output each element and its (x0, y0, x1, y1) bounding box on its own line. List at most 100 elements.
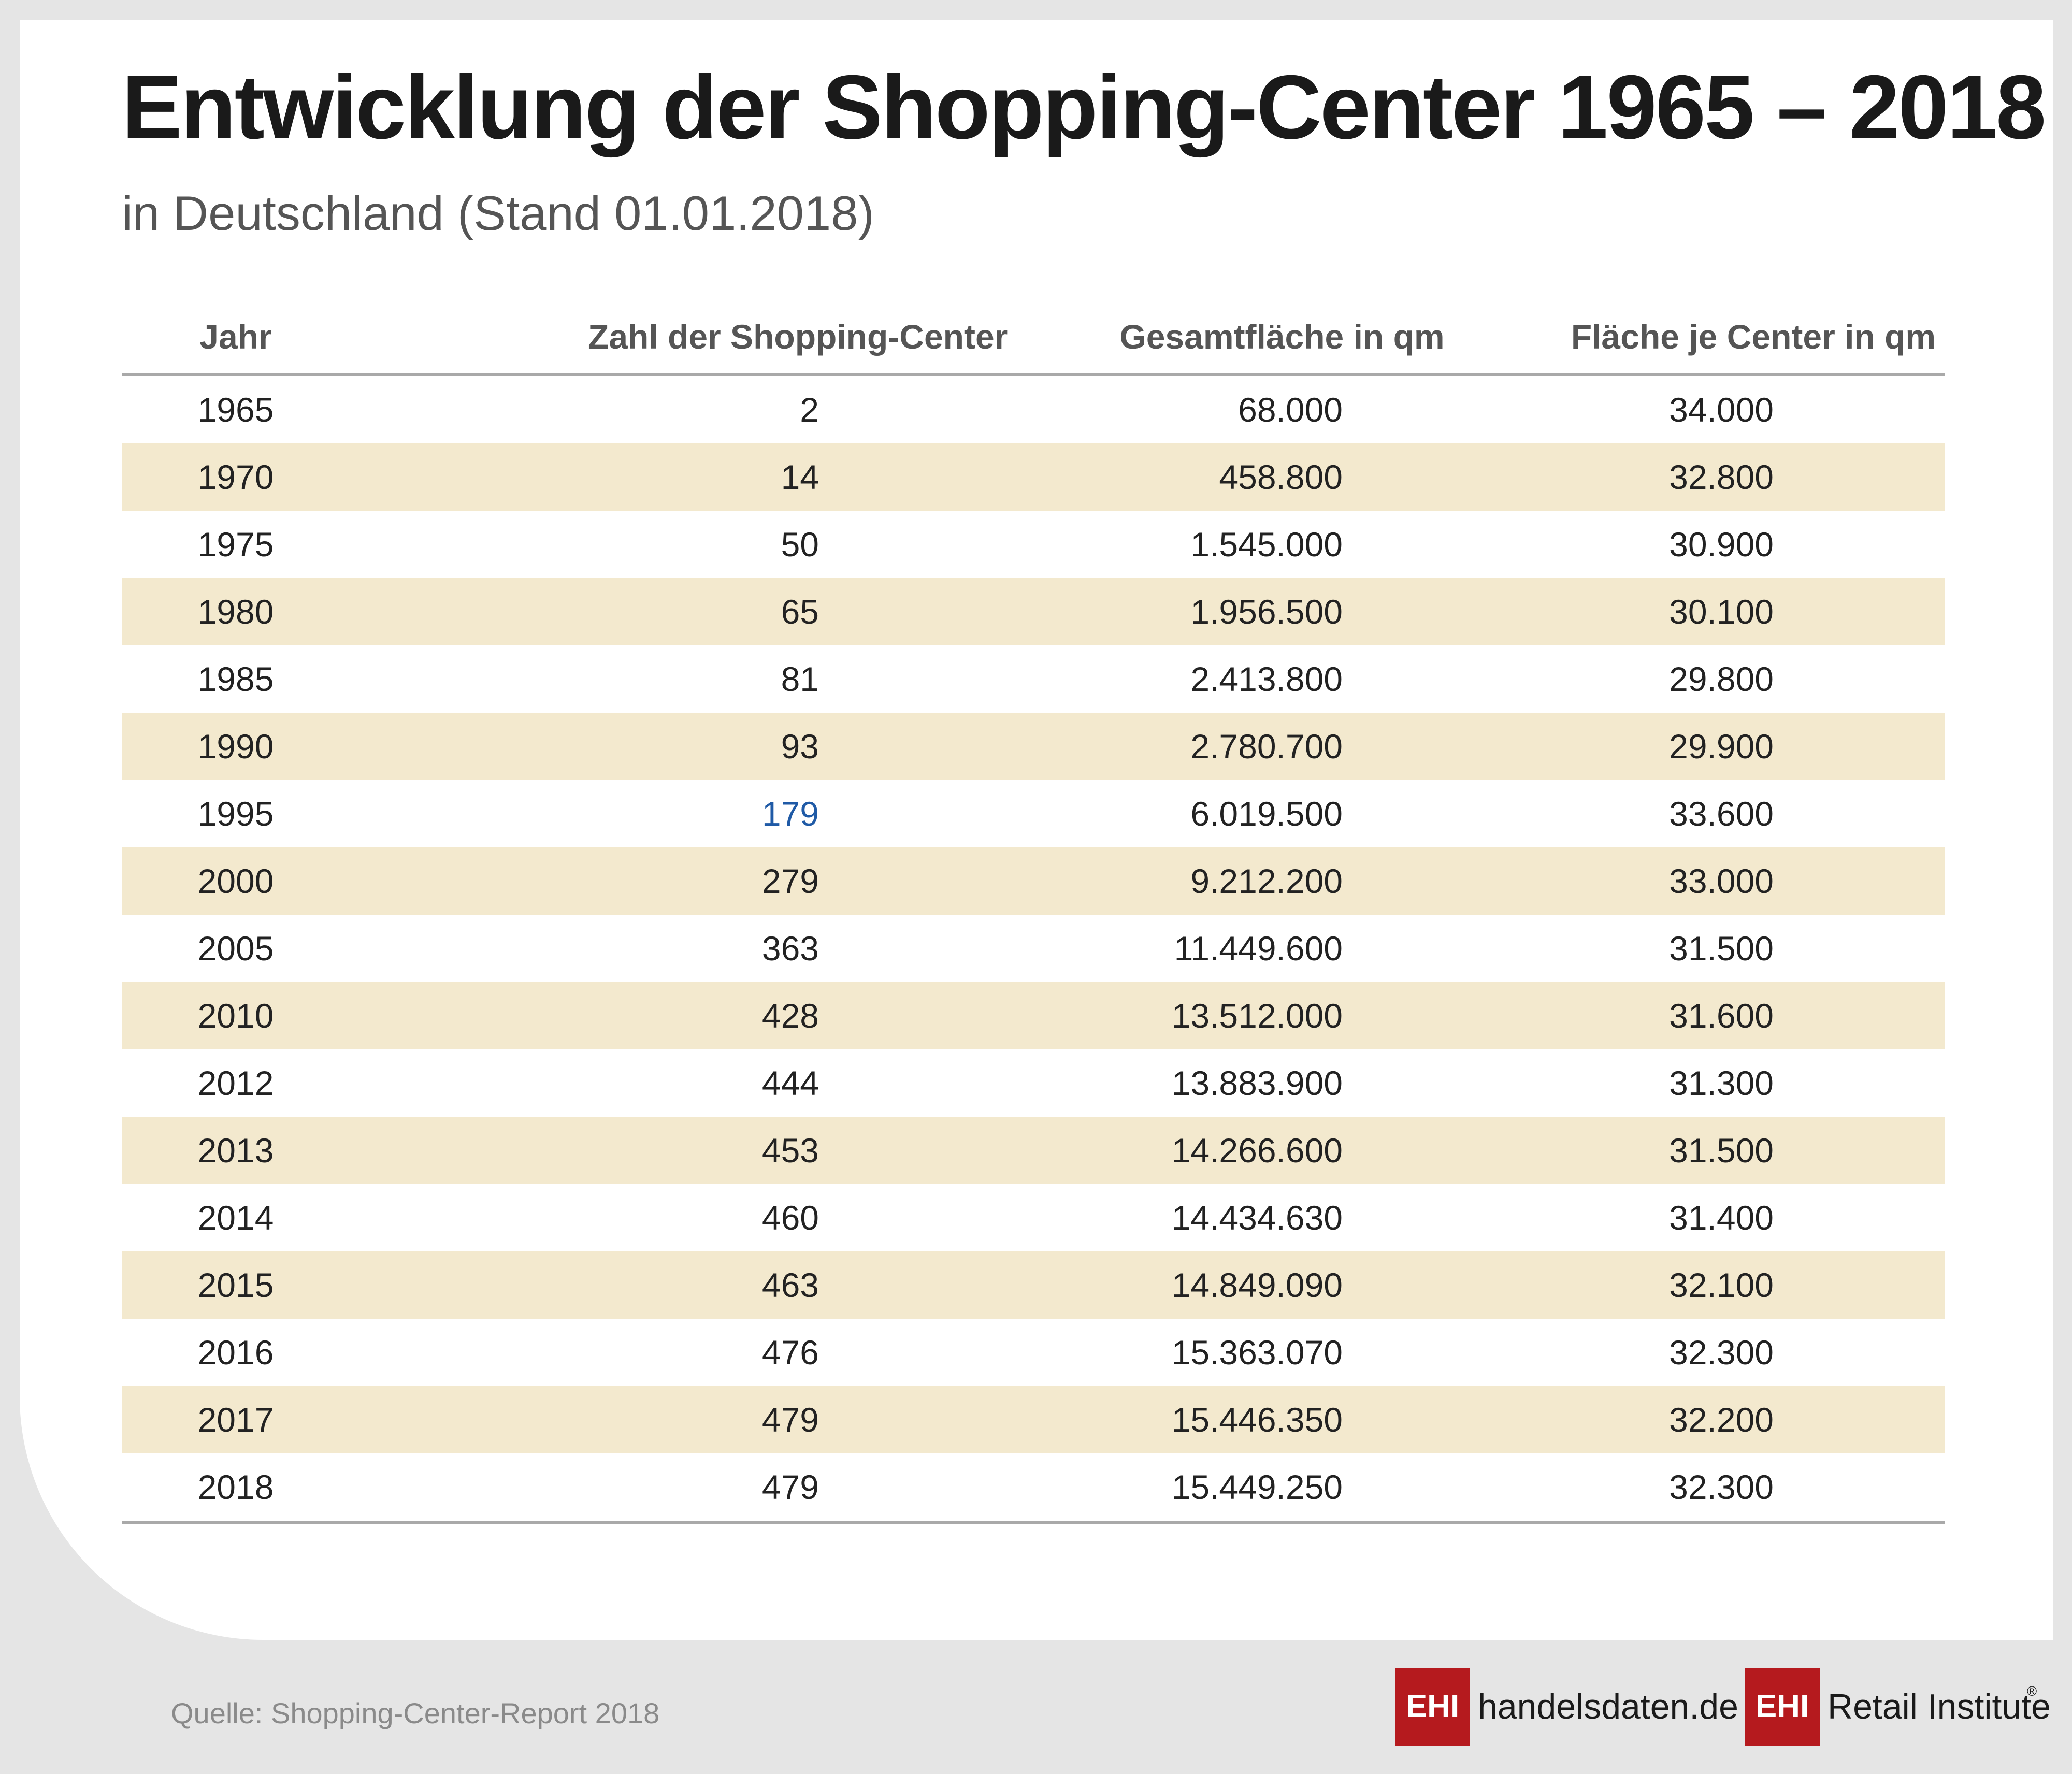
table-row: 2015 463 14.849.090 32.100 (122, 1251, 1945, 1319)
center-count-cell: 81 (781, 660, 819, 698)
center-count-cell: 476 (761, 1333, 819, 1372)
column-header-jahr: Jahr (199, 318, 272, 356)
table-row: 1985 81 2.413.800 29.800 (122, 645, 1945, 713)
center-count-cell: 453 (761, 1131, 819, 1170)
table-row: 2005 363 11.449.600 31.500 (122, 915, 1945, 982)
area-per-center-cell: 32.200 (1669, 1401, 1774, 1439)
center-count-cell: 444 (761, 1064, 819, 1102)
table-row: 2017 479 15.446.350 32.200 (122, 1386, 1945, 1453)
table-row: 1990 93 2.780.700 29.900 (122, 713, 1945, 780)
year-cell: 2000 (197, 862, 274, 900)
table-row: 2014 460 14.434.630 31.400 (122, 1184, 1945, 1251)
table-row: 1995 179 6.019.500 33.600 (122, 780, 1945, 847)
source-note: Quelle: Shopping-Center-Report 2018 (171, 1697, 660, 1729)
year-cell: 1980 (197, 593, 274, 631)
total-area-cell: 13.512.000 (1171, 997, 1343, 1035)
center-count-cell: 2 (800, 391, 819, 429)
total-area-cell: 6.019.500 (1190, 795, 1343, 833)
total-area-cell: 2.780.700 (1190, 727, 1343, 766)
table-row: 2018 479 15.449.250 32.300 (122, 1453, 1945, 1521)
total-area-cell: 9.212.200 (1190, 862, 1343, 900)
handelsdaten-logo[interactable]: EHI handelsdaten.de (1395, 1668, 1738, 1746)
total-area-cell: 14.849.090 (1171, 1266, 1343, 1304)
area-per-center-cell: 30.900 (1669, 525, 1774, 564)
center-count-cell: 279 (761, 862, 819, 900)
total-area-cell: 13.883.900 (1171, 1064, 1343, 1102)
year-cell: 2018 (197, 1468, 274, 1506)
total-area-cell: 458.800 (1219, 458, 1343, 496)
area-per-center-cell: 29.800 (1669, 660, 1774, 698)
column-header-area-per-center: Fläche je Center in qm (1571, 318, 1936, 356)
center-count-cell: 428 (761, 997, 819, 1035)
table-row: 2012 444 13.883.900 31.300 (122, 1049, 1945, 1117)
year-cell: 2012 (197, 1064, 274, 1102)
total-area-cell: 1.956.500 (1190, 593, 1343, 631)
year-cell: 2017 (197, 1401, 274, 1439)
total-area-cell: 1.545.000 (1190, 525, 1343, 564)
area-per-center-cell: 32.100 (1669, 1266, 1774, 1304)
total-area-cell: 68.000 (1238, 391, 1343, 429)
area-per-center-cell: 31.500 (1669, 1131, 1774, 1170)
center-count-cell: 50 (781, 525, 819, 564)
ehi-retail-institute-logo[interactable]: EHI Retail Institute ® (1745, 1668, 2051, 1746)
ehi-logo-mark: EHI (1395, 1668, 1470, 1746)
area-per-center-cell: 31.400 (1669, 1199, 1774, 1237)
year-cell: 2005 (197, 929, 274, 968)
year-cell: 1970 (197, 458, 274, 496)
total-area-cell: 11.449.600 (1174, 929, 1343, 968)
table-row: 1975 50 1.545.000 30.900 (122, 511, 1945, 578)
center-count-cell: 479 (761, 1468, 819, 1506)
area-per-center-cell: 32.800 (1669, 458, 1774, 496)
center-count-cell: 65 (781, 593, 819, 631)
year-cell: 1965 (197, 391, 274, 429)
area-per-center-cell: 31.300 (1669, 1064, 1774, 1102)
total-area-cell: 15.363.070 (1171, 1333, 1343, 1372)
total-area-cell: 15.446.350 (1171, 1401, 1343, 1439)
center-count-cell: 179 (761, 795, 819, 833)
page-title: Entwicklung der Shopping-Center 1965 – 2… (122, 57, 2046, 158)
table-row: 2000 279 9.212.200 33.000 (122, 847, 1945, 915)
year-cell: 1975 (197, 525, 274, 564)
handelsdaten-logo-text: handelsdaten.de (1478, 1687, 1738, 1726)
year-cell: 2015 (197, 1266, 274, 1304)
table-row: 1965 2 68.000 34.000 (122, 376, 1945, 443)
total-area-cell: 14.434.630 (1171, 1199, 1343, 1237)
area-per-center-cell: 32.300 (1669, 1468, 1774, 1506)
center-count-cell: 479 (761, 1401, 819, 1439)
ehi-retail-institute-logo-text: Retail Institute (1828, 1687, 2051, 1726)
year-cell: 2013 (197, 1131, 274, 1170)
year-cell: 1985 (197, 660, 274, 698)
year-cell: 2010 (197, 997, 274, 1035)
registered-mark: ® (2027, 1683, 2037, 1699)
area-per-center-cell: 29.900 (1669, 727, 1774, 766)
year-cell: 1995 (197, 795, 274, 833)
area-per-center-cell: 31.600 (1669, 997, 1774, 1035)
center-count-cell: 460 (761, 1199, 819, 1237)
table-row: 1970 14 458.800 32.800 (122, 443, 1945, 511)
table-row: 2010 428 13.512.000 31.600 (122, 982, 1945, 1049)
area-per-center-cell: 32.300 (1669, 1333, 1774, 1372)
center-count-cell: 363 (761, 929, 819, 968)
table-row: 2016 476 15.363.070 32.300 (122, 1319, 1945, 1386)
page-subtitle: in Deutschland (Stand 01.01.2018) (122, 186, 874, 240)
total-area-cell: 15.449.250 (1171, 1468, 1343, 1506)
ehi-logo-mark: EHI (1745, 1668, 1820, 1746)
area-per-center-cell: 34.000 (1669, 391, 1774, 429)
area-per-center-cell: 30.100 (1669, 593, 1774, 631)
center-count-cell: 14 (781, 458, 819, 496)
year-cell: 2016 (197, 1333, 274, 1372)
year-cell: 1990 (197, 727, 274, 766)
table-top-rule (122, 373, 1945, 376)
total-area-cell: 2.413.800 (1190, 660, 1343, 698)
area-per-center-cell: 33.600 (1669, 795, 1774, 833)
area-per-center-cell: 33.000 (1669, 862, 1774, 900)
infographic-card (20, 20, 2053, 1640)
year-cell: 2014 (197, 1199, 274, 1237)
table-row: 1980 65 1.956.500 30.100 (122, 578, 1945, 645)
table-header: Jahr Zahl der Shopping-Center Gesamtfläc… (122, 303, 1945, 370)
column-header-count: Zahl der Shopping-Center (588, 318, 1008, 356)
table-body: 1965 2 68.000 34.000 1970 14 458.800 32.800 1975… (122, 376, 1945, 1521)
area-per-center-cell: 31.500 (1669, 929, 1774, 968)
column-header-total-area: Gesamtfläche in qm (1119, 318, 1445, 356)
table-bottom-rule (122, 1521, 1945, 1524)
